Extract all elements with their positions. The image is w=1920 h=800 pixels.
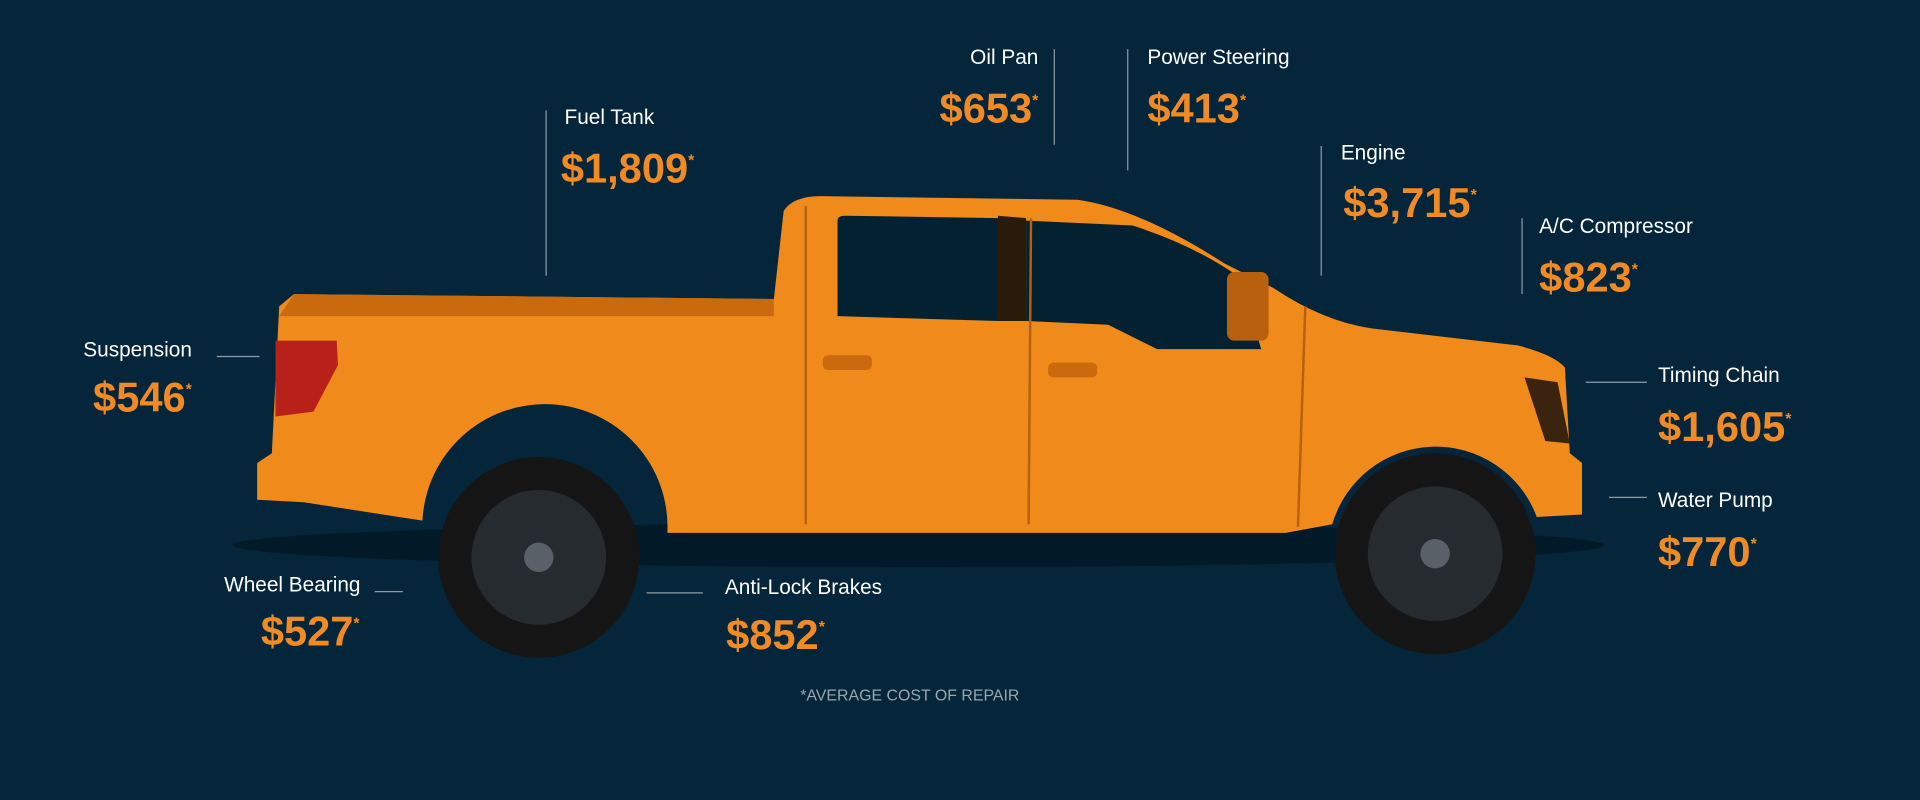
bed-rail	[279, 294, 774, 317]
price-value: $653	[940, 85, 1033, 132]
part-price: $546*	[93, 374, 193, 421]
price-value: $1,809	[561, 145, 688, 192]
price-value: $823	[1539, 254, 1632, 301]
part-price: $1,605*	[1658, 403, 1792, 450]
part-price: $653*	[940, 85, 1040, 132]
part-name: Wheel Bearing	[224, 574, 360, 597]
callout: Oil Pan $653*	[940, 46, 1055, 145]
price-mark: *	[1240, 93, 1247, 110]
front-wheel	[1334, 453, 1536, 655]
part-price: $823*	[1539, 254, 1639, 301]
rear-window	[837, 215, 998, 322]
callout: A/C Compressor $823*	[1521, 215, 1693, 301]
price-mark: *	[1785, 411, 1792, 428]
hub	[1420, 538, 1450, 569]
callout: Wheel Bearing $527*	[224, 574, 403, 655]
hub	[524, 542, 554, 573]
part-name: Oil Pan	[970, 46, 1038, 69]
footnote: *AVERAGE COST OF REPAIR	[800, 688, 1019, 705]
door-line	[1296, 306, 1307, 527]
part-name: Power Steering	[1147, 46, 1289, 69]
truck	[232, 196, 1605, 658]
callout: Engine $3,715*	[1320, 141, 1478, 276]
price-mark: *	[186, 381, 193, 398]
callouts: Oil Pan$653*Power Steering$413*Fuel Tank…	[83, 46, 1792, 658]
part-name: A/C Compressor	[1539, 215, 1693, 238]
callout: Anti-Lock Brakes $852*	[646, 576, 882, 658]
door-handle	[822, 355, 872, 370]
price-mark: *	[1751, 536, 1758, 553]
callout: Power Steering $413*	[1127, 46, 1290, 171]
mirror	[1226, 272, 1269, 341]
price-value: $852	[726, 611, 819, 658]
price-mark: *	[819, 619, 826, 636]
price-value: $770	[1658, 528, 1751, 575]
price-value: $413	[1147, 85, 1240, 132]
part-name: Timing Chain	[1658, 364, 1780, 387]
price-value: $546	[93, 374, 186, 421]
part-price: $527*	[261, 608, 361, 655]
rear-wheel	[438, 456, 640, 658]
price-mark: *	[1471, 187, 1478, 204]
callout: Water Pump $770*	[1608, 489, 1773, 575]
price-value: $527	[261, 608, 354, 655]
price-value: $1,605	[1658, 403, 1785, 450]
part-price: $852*	[726, 611, 826, 658]
callout: Suspension $546*	[83, 339, 260, 421]
taillight	[275, 340, 338, 417]
pillar	[997, 215, 1027, 322]
price-mark: *	[353, 615, 360, 632]
price-mark: *	[1632, 261, 1639, 278]
part-name: Anti-Lock Brakes	[725, 576, 882, 599]
part-name: Water Pump	[1658, 489, 1773, 512]
part-price: $3,715*	[1343, 179, 1477, 226]
price-mark: *	[688, 153, 695, 170]
part-name: Fuel Tank	[564, 106, 654, 129]
part-name: Engine	[1341, 141, 1406, 164]
headlight	[1524, 377, 1570, 444]
front-window	[1026, 220, 1262, 350]
door-line	[1027, 218, 1033, 525]
callout: Fuel Tank $1,809*	[545, 106, 695, 276]
callout: Timing Chain $1,605*	[1585, 364, 1792, 450]
part-name: Suspension	[83, 339, 192, 362]
price-mark: *	[1032, 93, 1039, 110]
part-price: $770*	[1658, 528, 1758, 575]
part-price: $413*	[1147, 85, 1247, 132]
price-value: $3,715	[1343, 179, 1470, 226]
part-price: $1,809*	[561, 145, 695, 192]
door-handle	[1048, 362, 1098, 378]
